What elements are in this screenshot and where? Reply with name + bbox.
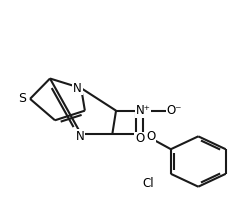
Text: N: N: [76, 130, 84, 143]
Text: N⁺: N⁺: [136, 104, 150, 117]
Text: S: S: [19, 92, 26, 105]
Text: N: N: [73, 82, 82, 95]
Text: Cl: Cl: [142, 178, 154, 190]
Text: O: O: [146, 130, 155, 143]
Text: O: O: [135, 132, 144, 145]
Text: O⁻: O⁻: [167, 104, 182, 117]
